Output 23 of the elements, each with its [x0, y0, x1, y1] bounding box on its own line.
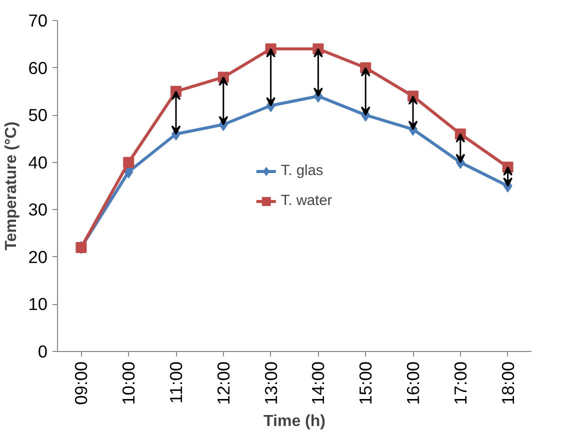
point [123, 156, 134, 168]
x-tick-label: 15:00 [356, 361, 376, 405]
x-tick-label: 09:00 [71, 361, 92, 405]
x-tick-label: 10:00 [118, 361, 139, 405]
y-tick-label: 70 [28, 10, 48, 30]
y-tick-label: 50 [28, 105, 48, 126]
x-axis-title: Time (h) [264, 412, 326, 430]
x-tick-label: 17:00 [450, 361, 470, 405]
y-tick-label: 0 [38, 342, 48, 362]
legend-label: T. water [280, 192, 332, 208]
x-tick-label: 18:00 [498, 361, 518, 405]
y-tick-label: 10 [28, 294, 48, 314]
x-tick-label: 14:00 [308, 361, 328, 405]
y-axis-title: Temperature (°C) [3, 122, 20, 250]
x-tick-label: 13:00 [260, 361, 281, 405]
y-tick-label: 40 [28, 152, 48, 172]
x-tick-label: 12:00 [213, 361, 234, 405]
y-tick-label: 60 [28, 58, 48, 78]
legend-label: T. glas [280, 162, 324, 178]
x-tick-label: 16:00 [403, 361, 423, 405]
x-tick-label: 11:00 [166, 362, 186, 404]
y-tick-label: 20 [28, 246, 48, 267]
y-tick-label: 30 [28, 200, 48, 220]
